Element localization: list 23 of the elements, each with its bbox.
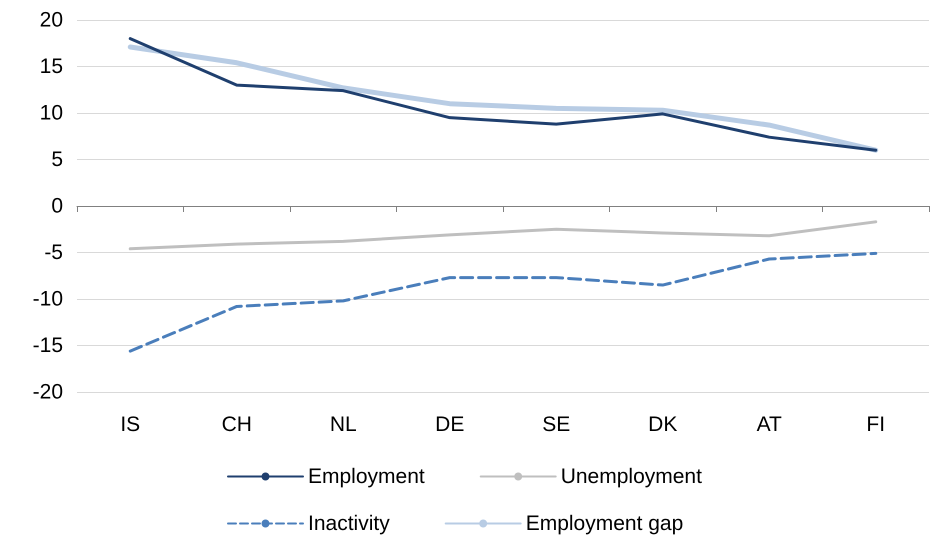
x-tick-label: CH <box>222 413 252 436</box>
x-tick-label: AT <box>756 413 782 436</box>
y-tick-label: 15 <box>40 55 63 78</box>
x-tick-label: SE <box>542 413 570 436</box>
y-tick-label: 5 <box>51 148 63 171</box>
x-tick-label: FI <box>866 413 886 436</box>
y-tick-label: -15 <box>32 334 63 357</box>
x-tick-label: DE <box>435 413 464 436</box>
legend-label: Employment gap <box>526 512 684 535</box>
y-tick-label: 10 <box>40 102 63 124</box>
x-tick-label: IS <box>120 413 140 436</box>
line-series <box>128 220 878 250</box>
legend-label: Inactivity <box>308 512 390 535</box>
y-tick-label: -10 <box>32 288 63 310</box>
legend-label: Unemployment <box>560 465 702 488</box>
line-series <box>128 252 878 353</box>
x-tick-label: NL <box>330 413 357 436</box>
y-tick-label: 0 <box>51 194 63 218</box>
y-tick-label: -5 <box>44 241 63 264</box>
legend-label: Employment <box>308 465 425 488</box>
x-tick-label: DK <box>648 413 678 436</box>
y-tick-label: 20 <box>40 8 63 32</box>
y-tick-label: -20 <box>32 380 63 404</box>
